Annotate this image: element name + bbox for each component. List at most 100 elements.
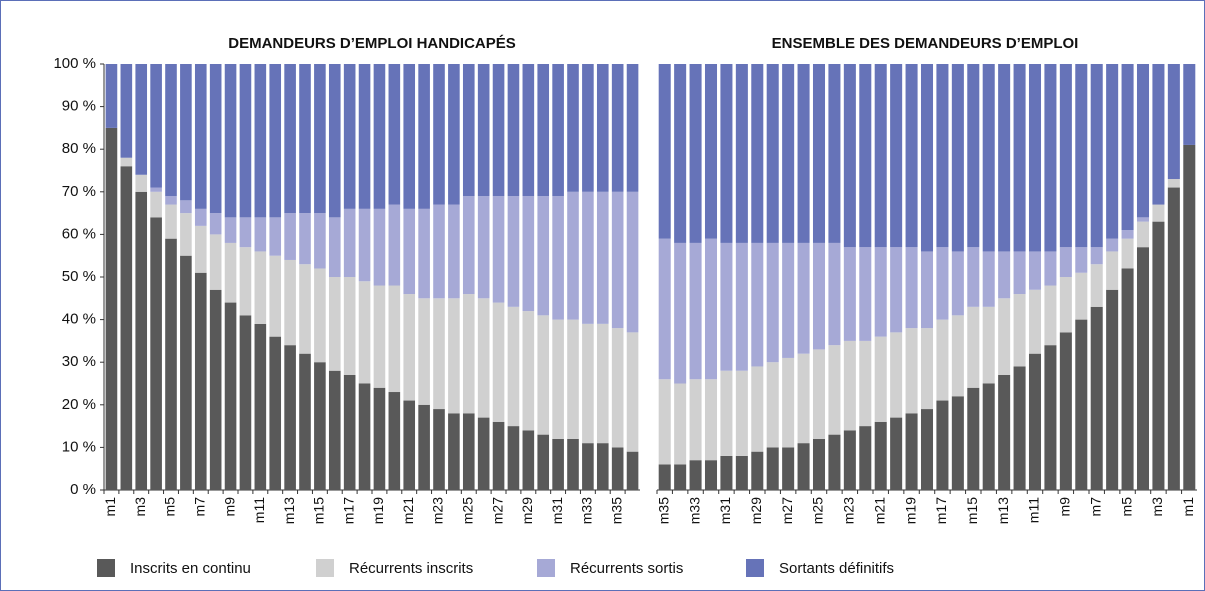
y-tick-label: 50 %: [62, 268, 96, 285]
bar-segment: [951, 64, 964, 252]
bar-segment: [920, 64, 934, 252]
x-tick-label: m11: [1026, 497, 1042, 523]
bar-segment: [720, 455, 733, 490]
bar-segment: [782, 447, 795, 490]
bar-segment: [582, 191, 594, 324]
bar-segment: [120, 64, 133, 158]
x-tick-label: m31: [549, 497, 565, 524]
y-tick-label: 100 %: [53, 55, 96, 72]
x-tick-label: m23: [841, 497, 857, 524]
x-tick-label: m15: [964, 497, 980, 524]
bar-segment: [433, 204, 445, 299]
bar-segment: [998, 251, 1011, 299]
bar-segment: [812, 242, 826, 350]
bar-segment: [1013, 366, 1026, 490]
panel-title: ENSEMBLE DES DEMANDEURS D’EMPLOI: [772, 35, 1079, 52]
bar-segment: [936, 319, 949, 401]
legend-label: Récurrents inscrits: [349, 560, 473, 577]
bar-segment: [314, 268, 326, 363]
x-tick-label: m9: [1057, 497, 1073, 517]
bar-segment: [552, 438, 564, 490]
bar-segment: [998, 64, 1011, 252]
x-tick-label: m33: [686, 497, 702, 524]
bar-segment: [194, 225, 207, 273]
bar-segment: [165, 64, 177, 197]
bar-segment: [477, 298, 490, 418]
bar-segment: [135, 191, 148, 491]
x-tick-label: m9: [221, 497, 237, 517]
bar-segment: [492, 302, 505, 422]
bar-segment: [373, 64, 386, 209]
bar-segment: [582, 323, 594, 444]
bar-segment: [951, 251, 964, 316]
x-tick-label: m29: [748, 497, 764, 524]
bar-segment: [782, 64, 795, 243]
bar-segment: [596, 191, 609, 324]
bar-segment: [797, 443, 810, 490]
bar-segment: [328, 277, 341, 371]
bar-segment: [462, 294, 475, 414]
bar-segment: [1059, 277, 1072, 333]
bar-segment: [859, 340, 872, 427]
bar-segment: [1152, 221, 1165, 490]
bar-segment: [1059, 332, 1072, 490]
bar-segment: [299, 353, 311, 490]
bar-segment: [180, 200, 192, 214]
bar-segment: [1121, 268, 1134, 490]
bar-segment: [135, 174, 148, 192]
bar-segment: [477, 417, 490, 490]
bar-segment: [418, 404, 430, 490]
bar-segment: [874, 421, 887, 490]
bar-segment: [611, 447, 624, 490]
bar-segment: [239, 315, 252, 490]
bar-segment: [448, 298, 460, 414]
bar-segment: [689, 242, 702, 380]
bar-segment: [1152, 204, 1165, 222]
bar-segment: [1167, 179, 1180, 188]
x-tick-label: m5: [1118, 497, 1134, 517]
bar-segment: [611, 191, 624, 329]
bar-segment: [1075, 319, 1088, 490]
bar-segment: [859, 64, 872, 248]
bar-segment: [462, 64, 475, 197]
x-tick-label: m3: [1149, 497, 1165, 517]
bar-segment: [797, 64, 810, 243]
bar-segment: [905, 247, 918, 329]
bar-segment: [254, 251, 267, 324]
bar-segment: [1090, 64, 1103, 248]
bar-segment: [859, 247, 872, 341]
x-tick-label: m13: [281, 497, 297, 524]
bar-segment: [751, 242, 764, 367]
bar-segment: [254, 64, 267, 218]
bar-segment: [1075, 247, 1088, 273]
bar-segment: [537, 196, 550, 316]
bar-segment: [1028, 64, 1042, 252]
bar-segment: [890, 332, 903, 418]
bar-segment: [735, 370, 748, 456]
bar-segment: [1075, 64, 1088, 248]
bar-segment: [239, 247, 252, 316]
bar-segment: [150, 191, 162, 218]
y-tick-label: 30 %: [62, 353, 96, 370]
bar-segment: [1013, 251, 1026, 295]
bar-segment: [1028, 251, 1042, 290]
bar-segment: [284, 213, 296, 260]
bar-segment: [433, 409, 445, 490]
x-tick-label: m11: [251, 497, 267, 523]
bar-segment: [890, 64, 903, 248]
bar-segment: [1028, 289, 1042, 354]
bar-segment: [720, 370, 733, 456]
bar-segment: [1044, 251, 1057, 286]
bar-segment: [735, 242, 748, 371]
bar-segment: [180, 213, 192, 256]
bar-segment: [567, 191, 579, 320]
bar-segment: [343, 208, 356, 277]
bar-segment: [165, 196, 177, 205]
bar-segment: [269, 336, 282, 490]
x-tick-label: m7: [191, 497, 207, 517]
bar-segment: [537, 315, 550, 435]
bar-segment: [180, 255, 192, 490]
bar-segment: [209, 64, 222, 214]
legend-swatch: [316, 559, 334, 577]
